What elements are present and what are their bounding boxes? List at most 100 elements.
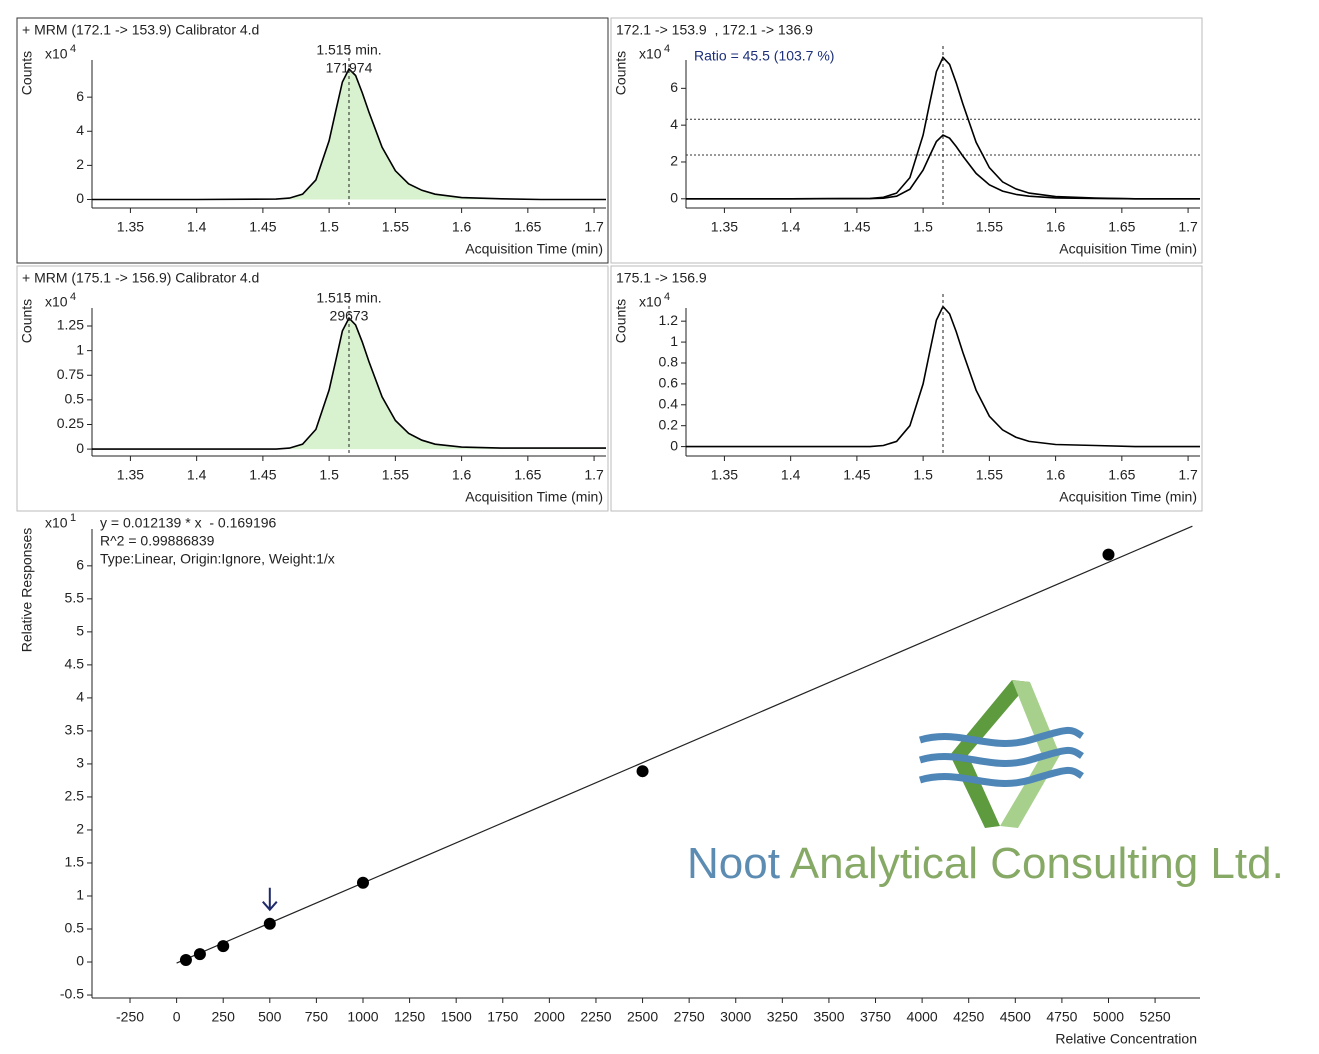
chart: 0 0.2 0.4 0.6 0.8 1 1.2 1.35 1.4 1.45 1.5 1.55 1.6 1.… [610,265,1203,512]
x-tick-label: 1.5 [319,219,339,235]
y-tick-label: 6 [76,88,84,104]
x-tick-label: 3250 [767,1009,798,1025]
y-axis-label: Relative Responses [19,528,35,653]
y-axis-label: Counts [613,299,629,343]
x-tick-label: 1.4 [781,219,801,235]
y-tick-label: -0.5 [60,986,84,1002]
x-tick-label: 4500 [1000,1009,1031,1025]
x-tick-label: 0 [173,1009,181,1025]
equation: y = 0.012139 * x - 0.169196 [100,515,277,531]
x-tick-label: 1.4 [187,467,207,483]
y-tick-label: 5 [76,623,84,639]
x-tick-label: 1.55 [976,467,1003,483]
y-axis-label: Counts [19,299,35,343]
calibration-point [356,876,369,889]
y-tick-label: 0.4 [659,395,679,411]
x-tick-label: 1.4 [781,467,801,483]
y-multiplier-exponent: 4 [664,291,670,303]
x-tick-label: 1.5 [913,219,933,235]
x-tick-label: 3000 [720,1009,751,1025]
x-tick-label: 1.5 [319,467,339,483]
y-tick-label: 0 [76,190,84,206]
panel-title: + MRM (172.1 -> 153.9) Calibrator 4.d [22,22,259,38]
x-tick-label: 1.45 [843,467,870,483]
y-tick-label: 0.5 [65,920,85,936]
y-tick-label: 4 [670,116,678,132]
logo-mark [918,680,1084,828]
logo-wave [918,727,1084,747]
chart: 0 0.25 0.5 0.75 1 1.25 1.35 1.4 1.45 1.5 1.55 1.6 1.… [16,265,609,512]
x-tick-label: 3500 [813,1009,844,1025]
y-tick-label: 0.75 [57,366,84,382]
x-tick-label: 250 [212,1009,236,1025]
x-tick-label: 1.35 [117,467,144,483]
y-multiplier: x10 [45,46,68,62]
chromatogram [92,316,606,450]
x-tick-label: 750 [305,1009,329,1025]
x-tick-label: -250 [116,1009,144,1025]
calibration-point [636,765,649,778]
logo-wave [918,747,1084,767]
x-tick-label: 1.65 [1108,467,1135,483]
y-tick-label: 0 [76,440,84,456]
panel-title: + MRM (175.1 -> 156.9) Calibrator 4.d [22,270,259,286]
panel-frame [610,17,1203,264]
x-tick-label: 4250 [953,1009,984,1025]
x-tick-label: 3750 [860,1009,891,1025]
x-axis-label: Acquisition Time (min) [1059,241,1197,257]
y-multiplier: x10 [639,46,662,62]
x-tick-label: 5000 [1093,1009,1124,1025]
y-multiplier: x10 [45,515,68,531]
y-tick-label: 1.25 [57,317,84,333]
y-tick-label: 3 [76,755,84,771]
calibration-point [1102,548,1115,561]
y-multiplier-exponent: 4 [70,291,76,303]
y-tick-label: 1.5 [65,854,85,870]
y-multiplier-exponent: 1 [70,512,76,524]
y-tick-label: 1.2 [659,312,679,328]
x-tick-label: 1.35 [711,219,738,235]
calibration-point [263,917,276,930]
x-tick-label: 1000 [347,1009,378,1025]
chart: 0 2 4 6 1.35 1.4 1.45 1.5 1.55 1.6 1.65 1.7 Acquisit… [16,17,609,264]
y-tick-label: 0.8 [659,354,679,370]
y-tick-label: 2 [76,156,84,172]
x-tick-label: 1.45 [843,219,870,235]
chromatogram [686,55,1200,200]
peak-label: 1.515 min. [316,42,381,58]
x-tick-label: 1.6 [452,467,472,483]
y-tick-label: 0.5 [65,391,85,407]
y-tick-label: 0 [670,189,678,205]
x-tick-label: 4000 [907,1009,938,1025]
y-tick-label: 0.25 [57,415,84,431]
chart: -0.5 0 0.5 1 1.5 2 2.5 3 3.5 4 4.5 5 5.5 6 -250 0 250 500… [19,512,1200,1047]
y-tick-label: 0 [76,953,84,969]
logo-word: Analytical Consulting Ltd. [790,839,1284,888]
y-tick-label: 2.5 [65,788,85,804]
panel-frame [16,265,609,512]
y-axis-label: Counts [613,51,629,95]
panel-title: 172.1 -> 153.9 , 172.1 -> 136.9 [616,22,813,38]
chart: 0 2 4 6 1.35 1.4 1.45 1.5 1.55 1.6 1.65 1.7 Acquisit… [610,17,1203,264]
x-tick-label: 1.5 [913,467,933,483]
x-tick-label: 1.4 [187,219,207,235]
x-tick-label: 1250 [394,1009,425,1025]
y-tick-label: 6 [670,79,678,95]
calibration-point [193,948,206,961]
chromatogram [686,305,1200,448]
x-tick-label: 1.65 [514,467,541,483]
x-tick-label: 1.35 [711,467,738,483]
peak-area [92,318,606,450]
y-tick-label: 5.5 [65,590,85,606]
x-axis-label: Relative Concentration [1055,1031,1197,1047]
y-multiplier: x10 [639,294,662,310]
y-tick-label: 0 [670,437,678,453]
ratio-label: Ratio = 45.5 (103.7 %) [694,48,834,64]
logo-left [950,680,1030,828]
panel-frame [16,17,609,264]
x-tick-label: 500 [258,1009,282,1025]
y-tick-label: 2 [670,153,678,169]
y-tick-label: 1 [76,887,84,903]
y-tick-label: 3.5 [65,722,85,738]
